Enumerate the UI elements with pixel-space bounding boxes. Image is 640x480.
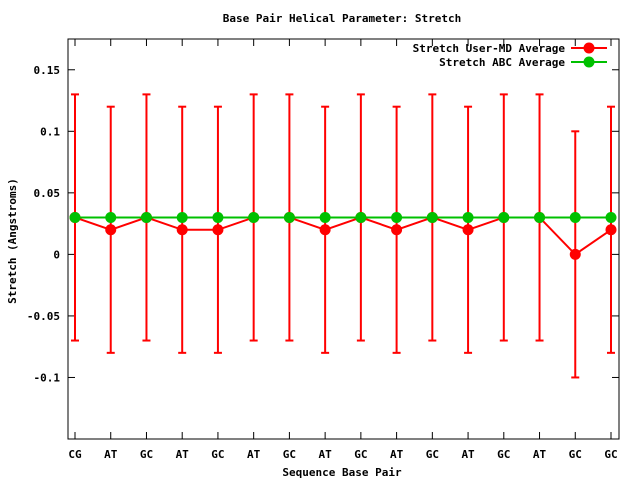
x-tick-label: AT <box>319 448 333 461</box>
y-tick-label: 0 <box>53 248 60 261</box>
abc-series-point <box>605 211 617 223</box>
x-tick-label: GC <box>283 448 296 461</box>
x-tick-label: GC <box>140 448 153 461</box>
md-series-point <box>391 224 403 236</box>
x-tick-label: GC <box>497 448 510 461</box>
md-series-line <box>74 216 612 256</box>
x-tick-label: GC <box>211 448 224 461</box>
chart-title: Base Pair Helical Parameter: Stretch <box>223 12 461 25</box>
abc-series-point <box>498 211 510 223</box>
y-tick-label: -0.05 <box>27 310 60 323</box>
abc-series-point <box>569 211 581 223</box>
x-tick-label: AT <box>461 448 475 461</box>
y-axis: -0.1 -0.05 0 0.05 0.1 0.15 <box>27 64 619 384</box>
y-axis-label: Stretch (Angstroms) <box>6 178 19 304</box>
abc-series-point <box>248 211 260 223</box>
plot-area <box>69 93 617 379</box>
abc-series-point <box>319 211 331 223</box>
y-tick-label: 0.15 <box>34 64 61 77</box>
x-axis-label: Sequence Base Pair <box>282 466 402 479</box>
legend-marker <box>583 56 595 68</box>
legend-label: Stretch ABC Average <box>439 56 565 69</box>
x-tick-label: AT <box>104 448 118 461</box>
x-axis: CG AT GC AT GC AT GC AT GC AT GC AT GC AT GC GC <box>68 39 618 461</box>
md-series-point <box>569 248 581 260</box>
x-tick-label: AT <box>390 448 404 461</box>
y-tick-label: 0.1 <box>40 125 60 138</box>
abc-series-point <box>105 211 117 223</box>
x-tick-label: GC <box>354 448 367 461</box>
md-series-point <box>462 224 474 236</box>
abc-series-point <box>391 211 403 223</box>
md-series-point <box>319 224 331 236</box>
x-tick-label: GC <box>426 448 439 461</box>
abc-series-point <box>534 211 546 223</box>
x-tick-label: CG <box>68 448 82 461</box>
y-tick-label: 0.05 <box>34 187 61 200</box>
abc-series-point <box>69 211 81 223</box>
abc-series-point <box>212 211 224 223</box>
md-series-point <box>176 224 188 236</box>
md-series-point <box>605 224 617 236</box>
abc-series-point <box>140 211 152 223</box>
abc-series-point <box>355 211 367 223</box>
abc-series-point <box>283 211 295 223</box>
x-tick-label: AT <box>176 448 190 461</box>
md-series-point <box>212 224 224 236</box>
abc-series-point <box>462 211 474 223</box>
legend-label: Stretch User-MD Average <box>413 42 566 55</box>
x-tick-label: GC <box>569 448 582 461</box>
y-tick-label: -0.1 <box>34 371 61 384</box>
plot-frame <box>67 38 620 440</box>
x-tick-label: AT <box>533 448 547 461</box>
x-tick-label: AT <box>247 448 261 461</box>
abc-series-point <box>426 211 438 223</box>
legend-marker <box>583 42 595 54</box>
md-series-point <box>105 224 117 236</box>
abc-series-point <box>176 211 188 223</box>
x-tick-label: GC <box>604 448 617 461</box>
